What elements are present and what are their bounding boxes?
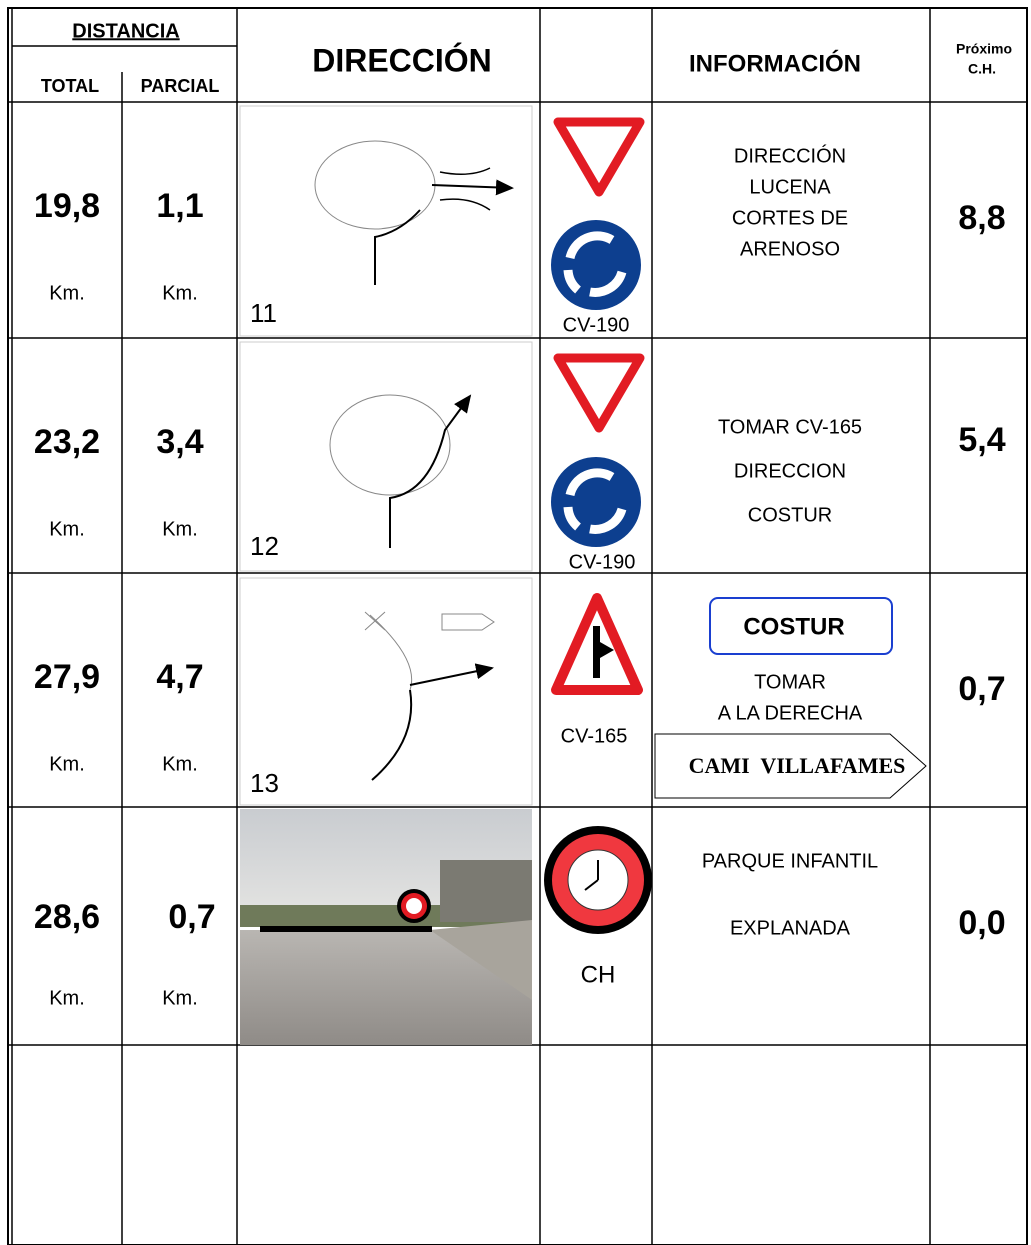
partial-unit: Km.	[162, 987, 198, 1009]
total-distance: 28,6	[34, 898, 100, 936]
diagram-frame	[239, 577, 533, 806]
shape	[260, 926, 432, 932]
diagram-frame	[239, 341, 533, 572]
road-sign-text: CAMI VILLAFAMES	[689, 753, 906, 778]
info-line: LUCENA	[749, 176, 831, 198]
info-line: ARENOSO	[740, 238, 840, 260]
next-checkpoint: 0,0	[958, 904, 1005, 942]
sign-label: CV-190	[569, 551, 636, 573]
info-line: A LA DERECHA	[718, 702, 863, 724]
checkpoint-sign	[544, 826, 652, 934]
shape	[371, 689, 413, 781]
shape	[409, 663, 494, 686]
total-distance: 19,8	[34, 187, 100, 225]
header-informacion: INFORMACIÓN	[689, 49, 861, 77]
info-line: DIRECCION	[734, 460, 846, 482]
yield-sign	[553, 353, 645, 433]
road-sign	[654, 733, 927, 799]
shape	[430, 920, 532, 1000]
shape	[440, 860, 532, 922]
shape	[364, 611, 386, 631]
header-parcial: PARCIAL	[141, 76, 220, 96]
shape	[584, 860, 599, 891]
diagram-number: 13	[250, 768, 279, 798]
header-proximo: Próximo	[956, 41, 1012, 57]
shape	[329, 394, 451, 496]
diagram-11	[314, 140, 514, 285]
total-distance: 23,2	[34, 423, 100, 461]
shape	[406, 898, 422, 914]
diagram-number: 12	[250, 531, 279, 561]
roundabout-sign	[549, 218, 643, 312]
shape	[374, 209, 421, 285]
partial-distance: 4,7	[156, 658, 203, 696]
rows: 19,8 1,1 Km. Km. 8,8 DIRECCIÓN LUCENA CORTES DE…	[34, 144, 1006, 1009]
next-checkpoint: 0,7	[958, 670, 1005, 708]
sign-label: CV-165	[561, 725, 628, 747]
total-unit: Km.	[49, 282, 85, 304]
total-unit: Km.	[49, 753, 85, 775]
diagram-frame	[239, 105, 533, 337]
diagram-12	[329, 394, 472, 548]
info-box	[709, 597, 893, 655]
shape	[593, 626, 600, 678]
info-line: PARQUE INFANTIL	[702, 850, 878, 872]
header-direccion: DIRECCIÓN	[312, 42, 492, 78]
next-checkpoint: 8,8	[958, 199, 1005, 237]
total-unit: Km.	[49, 987, 85, 1009]
sign-label: CH	[581, 961, 616, 988]
shape	[600, 642, 614, 658]
info-line: TOMAR CV-165	[718, 416, 862, 438]
junction-warning-sign	[551, 593, 643, 695]
total-distance: 27,9	[34, 658, 100, 696]
photo	[240, 809, 532, 1045]
total-unit: Km.	[49, 518, 85, 540]
yield-sign	[553, 117, 645, 197]
partial-unit: Km.	[162, 282, 198, 304]
info-line: EXPLANADA	[730, 917, 851, 939]
info-line: DIRECCIÓN	[734, 144, 846, 167]
shape	[439, 167, 491, 211]
info-line: COSTUR	[748, 504, 832, 526]
info-line: CORTES DE	[732, 207, 848, 229]
sign-label: CV-190	[563, 314, 630, 336]
partial-distance: 3,4	[156, 423, 203, 461]
shape	[7, 7, 1028, 1245]
next-checkpoint: 5,4	[958, 421, 1005, 459]
shape	[563, 231, 627, 297]
diagram-13	[364, 611, 495, 781]
roundabout-sign	[549, 455, 643, 549]
header-distancia: DISTANCIA	[72, 20, 179, 42]
partial-distance: 1,1	[156, 187, 203, 225]
diagram-number: 11	[250, 298, 277, 328]
shape	[431, 179, 514, 196]
shape	[389, 394, 472, 548]
header-total: TOTAL	[41, 76, 99, 96]
info-box-text: COSTUR	[743, 613, 844, 640]
shape	[441, 613, 495, 631]
info-line: TOMAR	[754, 671, 826, 693]
partial-unit: Km.	[162, 753, 198, 775]
shape	[240, 930, 532, 1045]
partial-distance: 0,7	[168, 898, 215, 936]
header-ch: C.H.	[968, 61, 996, 77]
shape	[563, 468, 627, 534]
partial-unit: Km.	[162, 518, 198, 540]
